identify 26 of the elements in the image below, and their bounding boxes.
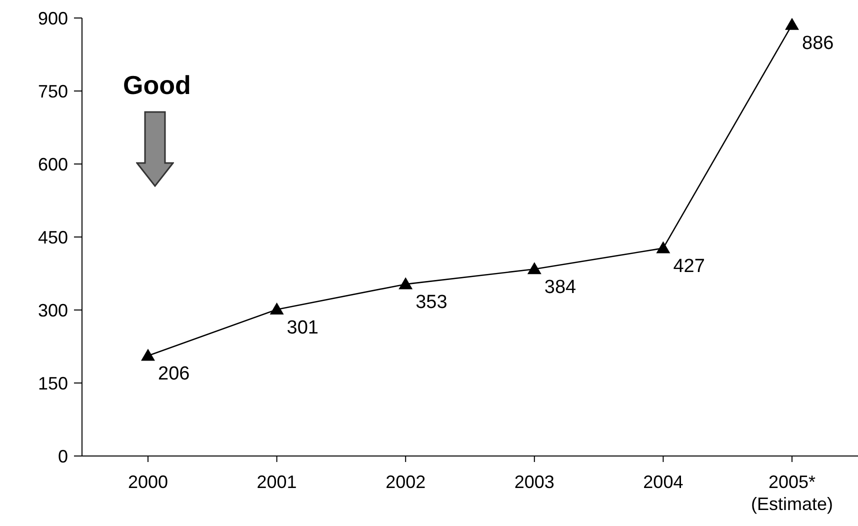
point — [398, 277, 413, 290]
point — [270, 302, 284, 315]
x-tick-label: 2003 — [514, 472, 554, 492]
y-tick-label: 450 — [38, 227, 68, 248]
x-tick-label: 2004 — [643, 472, 684, 492]
x-tick-label: 2000 — [128, 472, 168, 492]
y-tick-label: 150 — [38, 373, 68, 394]
data-label: 384 — [544, 277, 577, 298]
data-label: 206 — [158, 364, 190, 385]
point — [785, 18, 799, 30]
y-tick-label: 600 — [38, 154, 68, 174]
y-tick-label: 750 — [38, 81, 68, 102]
annotation: Good — [123, 70, 191, 101]
point — [141, 348, 155, 361]
data-label: 427 — [673, 256, 705, 278]
x-tick-label: 2005* (Estimate) — [750, 472, 834, 514]
data-label: 886 — [802, 32, 834, 54]
y-tick-label: 0 — [58, 446, 68, 466]
data-label: 353 — [416, 292, 448, 314]
x-tick-label: 2001 — [256, 472, 297, 492]
data-label: 301 — [286, 318, 319, 339]
point — [656, 241, 670, 254]
y-tick-label: 300 — [38, 300, 68, 320]
x-tick-label: 2002 — [386, 472, 426, 492]
y-tick-label: 900 — [38, 8, 68, 28]
point — [527, 262, 542, 274]
